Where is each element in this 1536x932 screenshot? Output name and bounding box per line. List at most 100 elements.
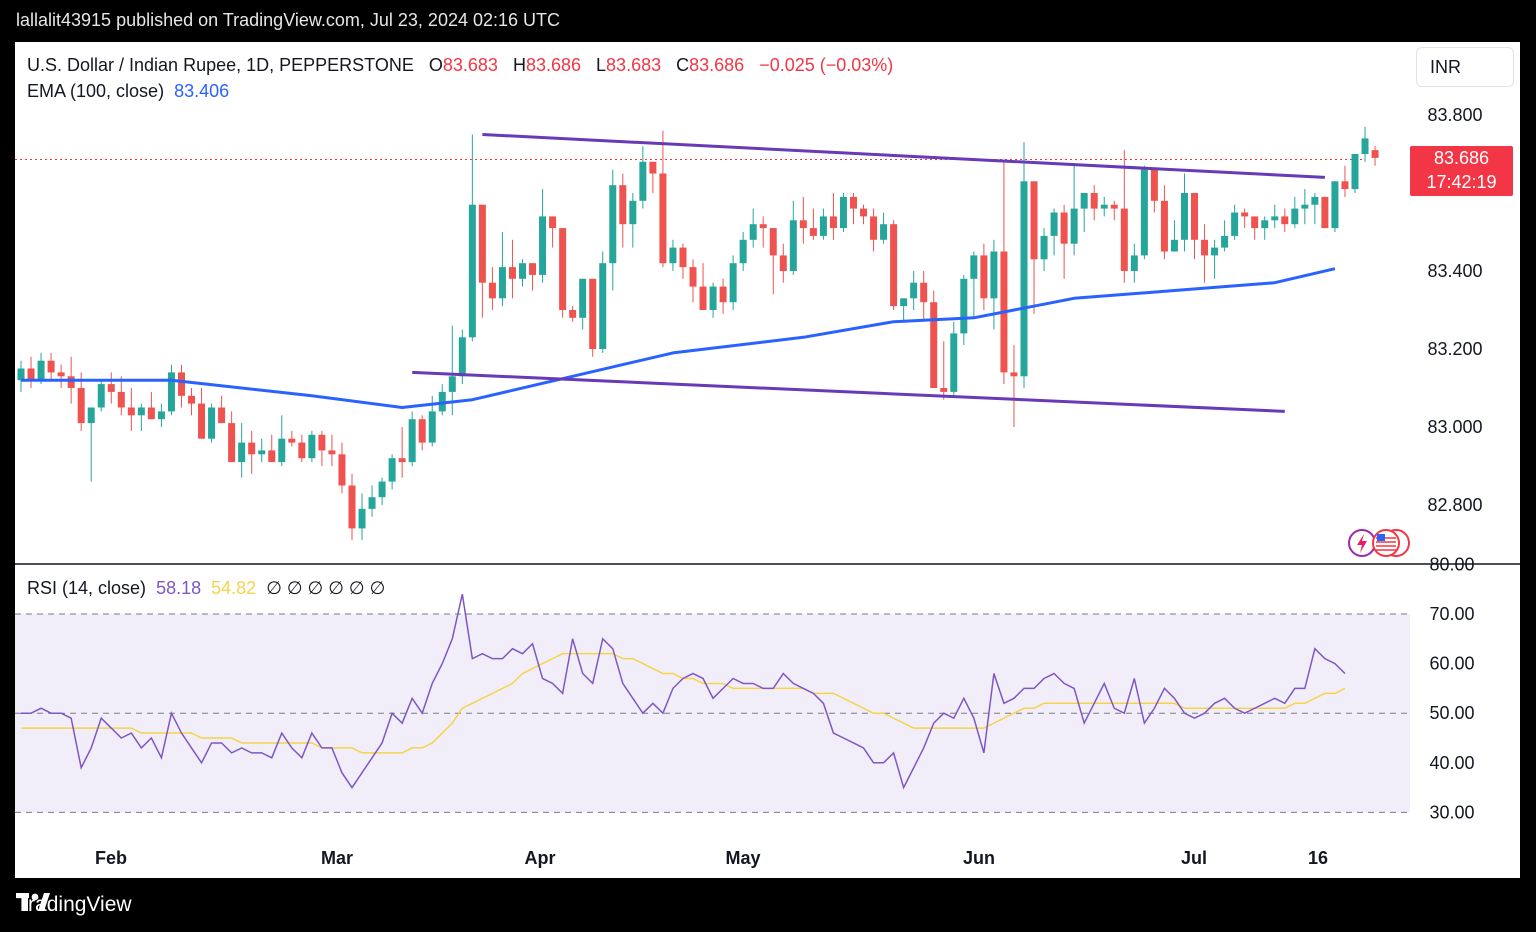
candle	[1120, 150, 1128, 283]
candle	[218, 395, 226, 424]
candle-body	[1291, 208, 1299, 225]
time-axis-label: Jun	[963, 848, 995, 868]
candle	[559, 228, 567, 318]
candle-body	[749, 224, 757, 240]
candle-body	[709, 286, 717, 310]
candle-body	[1321, 196, 1329, 229]
candle-body	[910, 282, 918, 299]
low-value: 83.683	[606, 55, 662, 75]
economic-event-icons	[1348, 529, 1410, 557]
candle	[579, 278, 587, 330]
candle-body	[127, 407, 135, 416]
candle-body	[1241, 212, 1249, 217]
lower-trendline	[412, 370, 1285, 413]
candle	[970, 251, 978, 318]
candle-body	[97, 384, 105, 408]
candle	[960, 274, 968, 346]
candle	[870, 208, 878, 252]
candle	[980, 243, 988, 310]
high-label: H	[512, 55, 526, 75]
candle-body	[1180, 193, 1188, 240]
candle	[498, 232, 506, 307]
candle-body	[57, 372, 65, 377]
candle	[1080, 193, 1088, 232]
candle-body	[1170, 239, 1178, 252]
open-label: O	[428, 55, 443, 75]
candle-body	[559, 228, 567, 310]
candle	[669, 239, 677, 271]
us-flag-icon	[1372, 529, 1400, 557]
candle	[1361, 126, 1369, 162]
candle-body	[769, 228, 777, 256]
candle	[1291, 196, 1299, 229]
candle-body	[829, 216, 837, 229]
candle-body	[1351, 154, 1359, 190]
candle-body	[348, 485, 356, 529]
candle-body	[478, 204, 486, 283]
candle-body	[368, 497, 376, 509]
candle	[819, 208, 827, 240]
candle	[288, 430, 296, 447]
candle	[689, 259, 697, 303]
candle	[809, 208, 817, 240]
candle-body	[17, 368, 25, 381]
candle-body	[849, 196, 857, 209]
ema-legend[interactable]: EMA (100, close) 83.406	[27, 81, 229, 102]
candle	[890, 220, 898, 310]
candle	[709, 282, 717, 318]
candle	[749, 208, 757, 248]
candle-body	[729, 263, 737, 303]
chart-canvas[interactable]: 83.800 83.400 83.200 83.000 82.800 80.00 70.00…	[15, 42, 1520, 878]
candle-body	[970, 255, 978, 279]
candle	[368, 485, 376, 517]
open-value: 83.683	[442, 55, 498, 75]
candle-body	[950, 333, 958, 392]
candle	[318, 430, 326, 466]
candle-body	[589, 278, 597, 349]
candle	[880, 212, 888, 244]
candle-body	[1231, 212, 1239, 236]
candle-body	[890, 224, 898, 307]
candle	[408, 411, 416, 466]
rsi-value: 58.18	[156, 578, 202, 598]
candle	[1311, 193, 1319, 225]
candle-body	[940, 388, 948, 392]
candle	[990, 239, 998, 330]
candle-body	[649, 161, 657, 174]
candle	[147, 391, 155, 420]
candle	[1060, 204, 1068, 279]
footer-brand[interactable]: TradingView	[16, 893, 132, 917]
candle	[539, 189, 547, 283]
candle	[930, 290, 938, 388]
candle	[1030, 181, 1038, 314]
time-axis-label: May	[725, 848, 760, 868]
candle-body	[508, 267, 516, 279]
candle-body	[258, 450, 266, 455]
close-label: C	[676, 55, 690, 75]
candle	[27, 356, 35, 388]
candle-body	[27, 368, 35, 381]
candle	[1321, 196, 1329, 229]
candle-body	[388, 458, 396, 482]
candle-body	[619, 185, 627, 225]
currency-button[interactable]: INR	[1416, 47, 1514, 87]
candle-body	[1130, 255, 1138, 271]
candle-body	[609, 185, 617, 264]
publisher-line: lallalit43915 published on TradingView.c…	[16, 10, 561, 30]
candle	[1090, 185, 1098, 221]
candle-body	[147, 407, 155, 420]
candle	[1341, 165, 1349, 197]
candle-body	[990, 251, 998, 299]
rsi-legend[interactable]: RSI (14, close) 58.18 54.82 ∅ ∅ ∅ ∅ ∅ ∅	[27, 578, 385, 599]
candle-body	[308, 434, 316, 459]
candle	[278, 415, 286, 466]
candle-body	[960, 278, 968, 334]
candle	[1351, 154, 1359, 193]
candle	[167, 364, 175, 416]
candle	[549, 216, 557, 248]
candle	[308, 430, 316, 463]
candle-body	[569, 310, 577, 318]
candle	[1301, 189, 1309, 225]
candle-body	[809, 228, 817, 236]
candle	[940, 341, 948, 400]
